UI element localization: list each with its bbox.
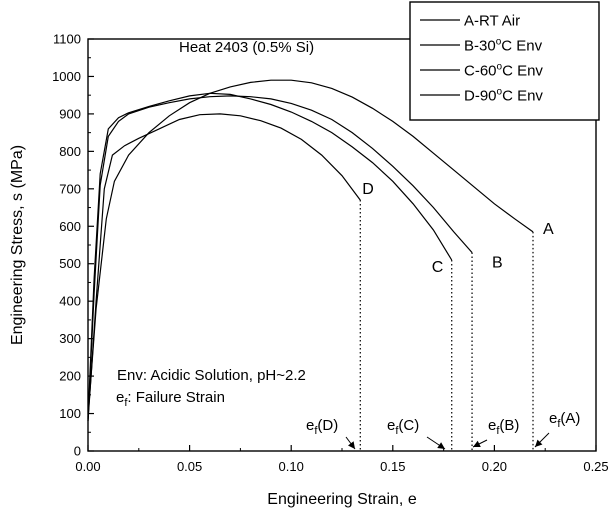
x-tick-label: 0.25 (583, 459, 608, 474)
legend-text: B-30 (464, 38, 496, 55)
y-tick-label: 700 (59, 181, 81, 196)
failure-label-subscript: f (496, 425, 500, 437)
failure-subscript: f (124, 397, 128, 409)
failure-label-symbol: e (387, 417, 395, 434)
y-tick-label: 1000 (52, 69, 81, 84)
failure-label-series: (C) (398, 417, 419, 434)
series-line-a (87, 79, 534, 418)
failure-label-symbol: e (549, 410, 557, 427)
failure-arrow-head-b (473, 440, 481, 447)
x-axis-label: Engineering Strain, e (267, 491, 417, 508)
x-tick-label: 0.15 (380, 459, 405, 474)
series-line-b (87, 95, 473, 422)
series-end-label-a: A (543, 221, 554, 238)
y-tick-label: 0 (74, 444, 81, 459)
failure-strain-label-a: ef(A) (549, 410, 580, 430)
series-end-label-b: B (492, 254, 503, 271)
failure-label-series: (D) (317, 417, 338, 434)
y-tick-label: 1100 (53, 32, 81, 47)
y-axis-label: Engineering Stress, s (MPa) (9, 145, 26, 345)
x-tick-label: 0.05 (177, 459, 202, 474)
failure-label-symbol: e (488, 417, 496, 434)
failure-note-text: : Failure Strain (127, 389, 225, 406)
y-tick-label: 200 (59, 369, 81, 384)
failure-arrow-head-d (348, 441, 355, 449)
x-tick-label: 0.00 (75, 459, 100, 474)
legend-entry: A-RT Air (464, 13, 520, 30)
failure-label-series: (B) (499, 417, 519, 434)
y-tick-label: 900 (59, 106, 81, 121)
legend-entry: B-30oC Env (464, 37, 543, 55)
plot-layer: 0.00 0.05 0.10 0.15 0.20 0.25 0 100 200 300 400 500… (52, 32, 609, 475)
x-tick-label: 0.20 (482, 459, 507, 474)
series-line-d (87, 113, 361, 422)
failure-strain-annotation: ef: Failure Strain (116, 389, 225, 409)
legend-degree: o (497, 62, 503, 73)
failure-symbol: e (116, 389, 124, 406)
environment-annotation: Env: Acidic Solution, pH~2.2 (117, 367, 306, 384)
failure-arrow-head-c (437, 442, 445, 449)
failure-label-symbol: e (306, 417, 314, 434)
legend-entry: D-90oC Env (464, 87, 543, 105)
series-end-label-c: C (432, 259, 444, 276)
y-tick-label: 300 (59, 331, 81, 346)
legend-text: D-90 (464, 88, 497, 105)
failure-label-series: (A) (560, 410, 580, 427)
legend-text: A-RT Air (464, 13, 520, 30)
y-tick-label: 600 (59, 219, 81, 234)
legend-entry: C-60oC Env (464, 62, 543, 80)
legend-suffix: C Env (502, 88, 543, 105)
legend-degree: o (496, 37, 502, 48)
failure-label-subscript: f (314, 425, 318, 437)
failure-strain-label-b: ef(B) (488, 417, 519, 437)
series-end-label-d: D (362, 181, 374, 198)
legend-box (409, 1, 600, 121)
x-tick-label: 0.10 (279, 459, 304, 474)
y-tick-label: 400 (59, 294, 81, 309)
failure-arrow-head-a (535, 439, 543, 447)
legend-suffix: C Env (502, 63, 543, 80)
y-tick-label: 500 (59, 256, 81, 271)
failure-strain-label-d: ef(D) (306, 417, 338, 437)
heat-annotation: Heat 2403 (0.5% Si) (179, 39, 314, 56)
legend-suffix: C Env (501, 38, 542, 55)
y-tick-label: 800 (59, 144, 81, 159)
legend-degree: o (497, 87, 503, 98)
failure-label-subscript: f (395, 425, 399, 437)
failure-label-subscript: f (557, 418, 561, 430)
legend-text: C-60 (464, 63, 497, 80)
y-tick-label: 100 (59, 406, 81, 421)
failure-strain-label-c: ef(C) (387, 417, 419, 437)
series-line-c (87, 92, 453, 420)
